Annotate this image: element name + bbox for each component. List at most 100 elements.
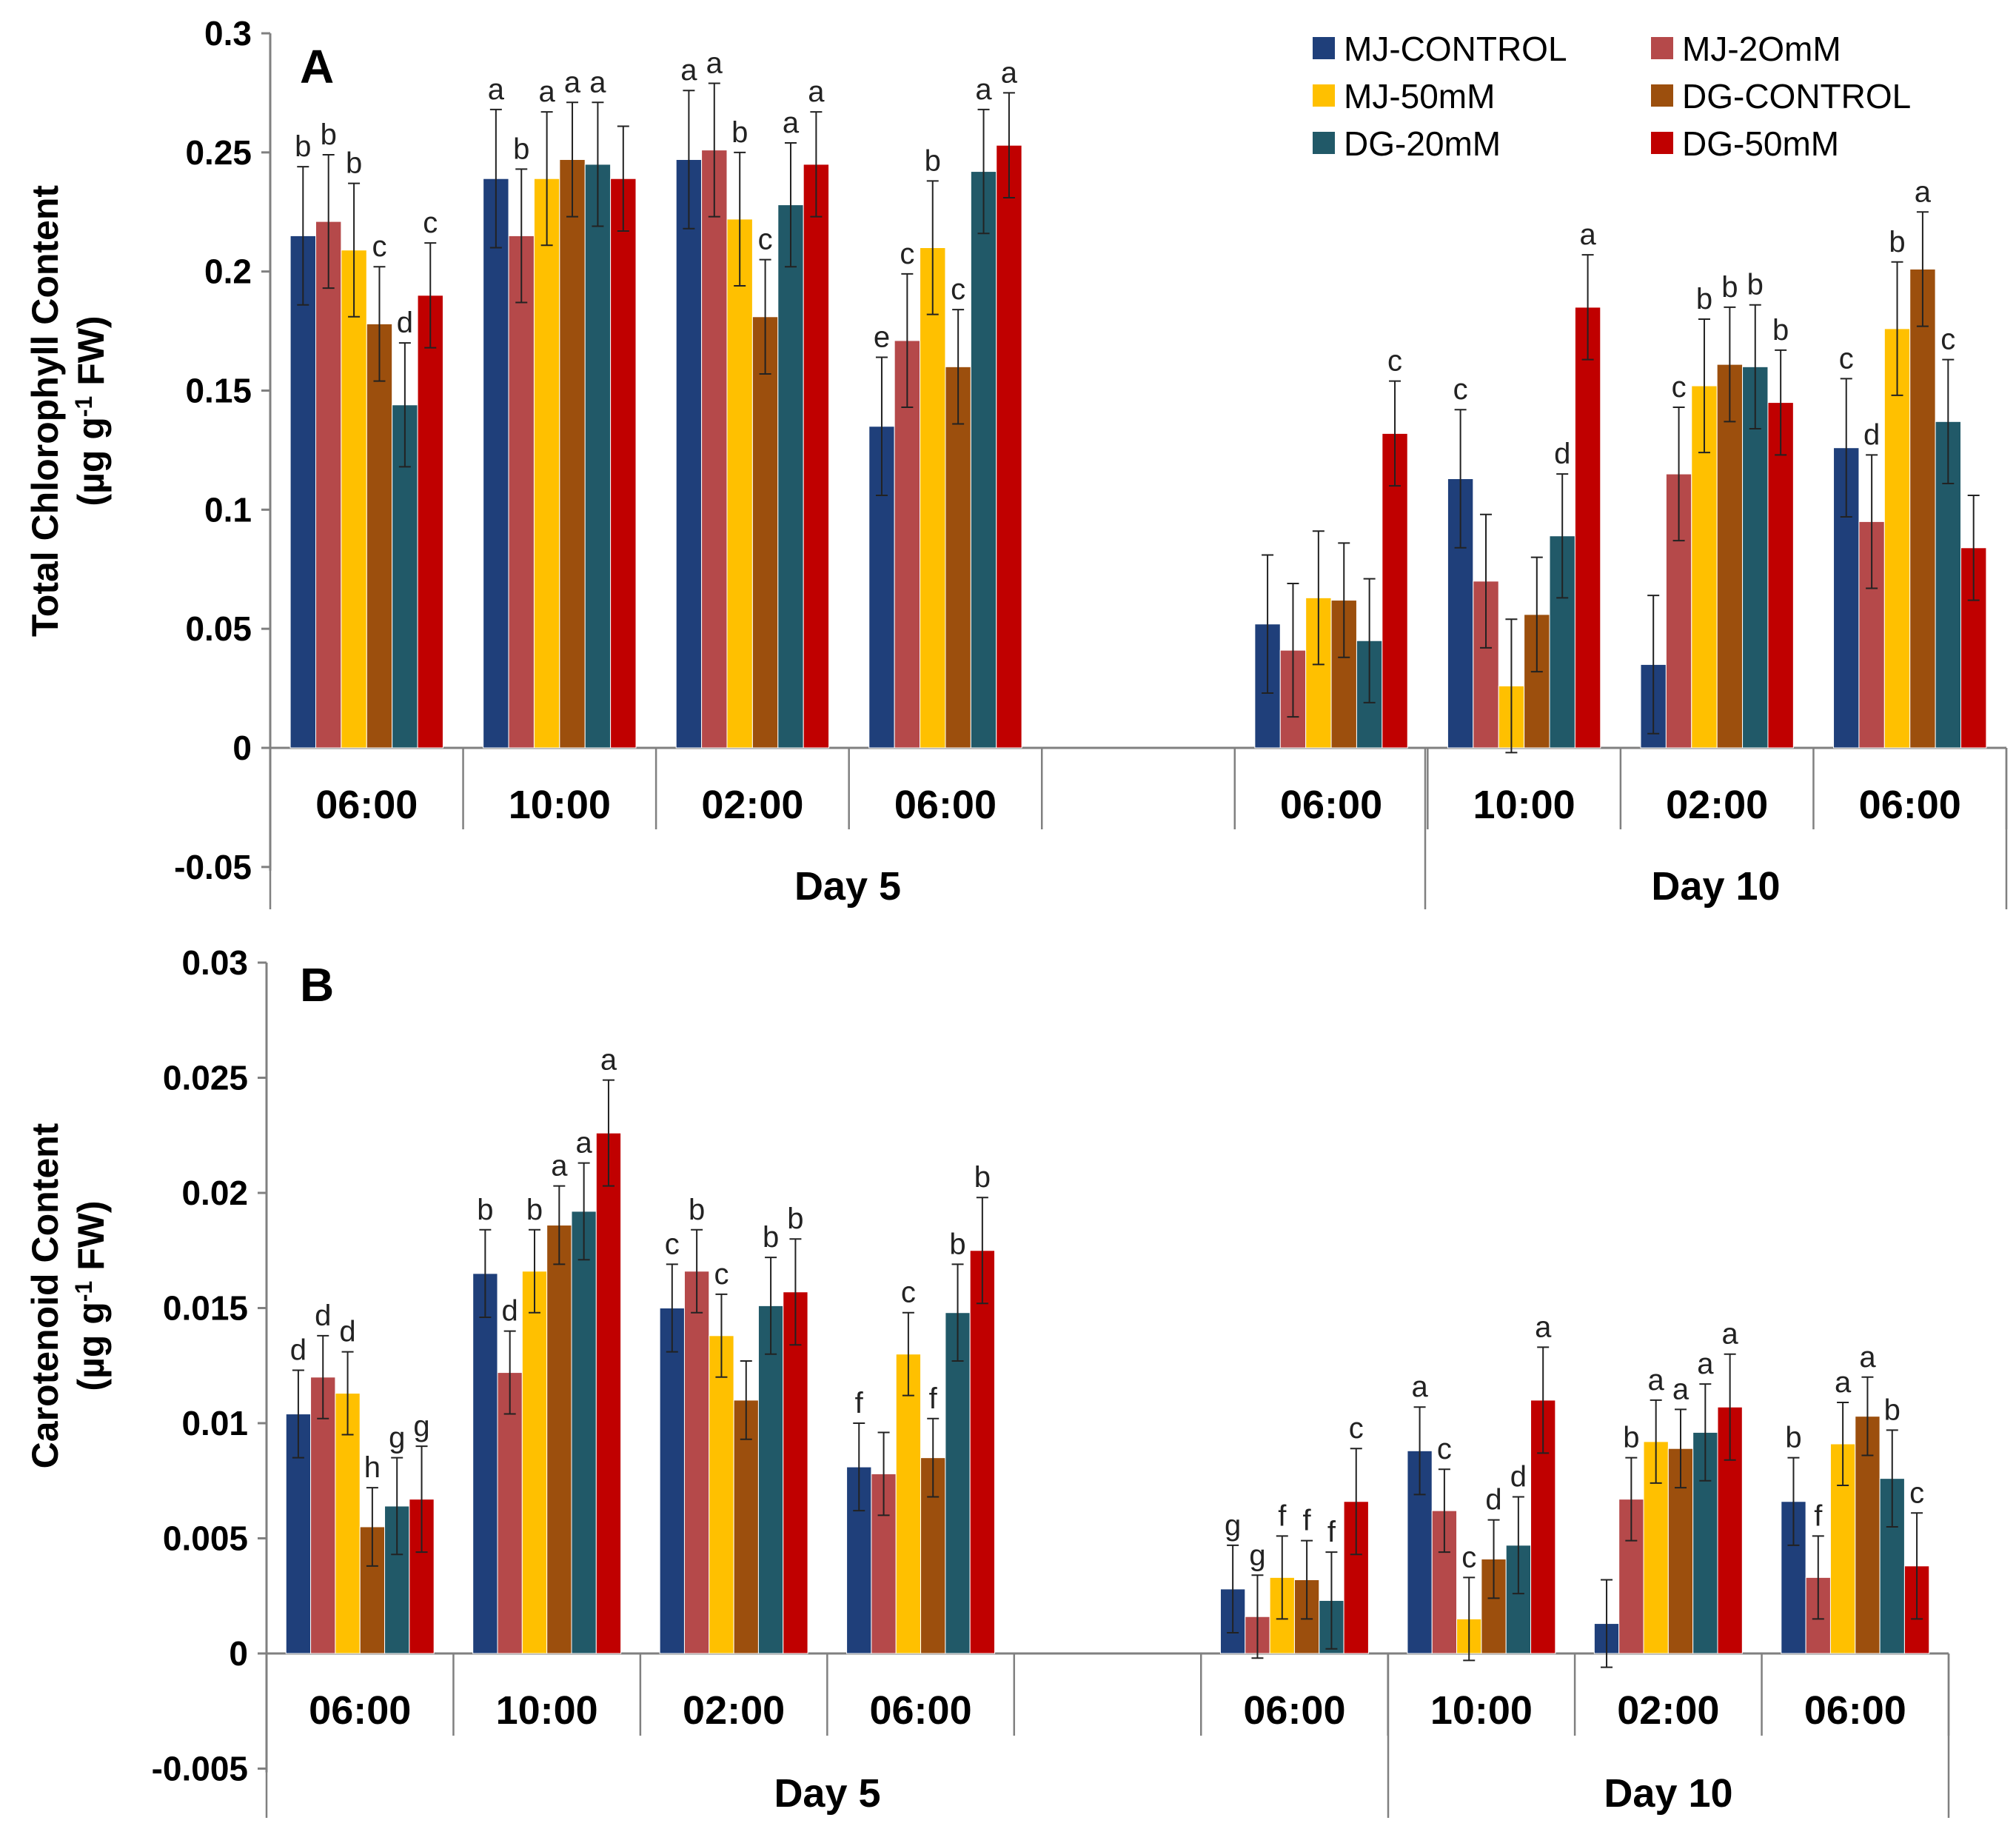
- y-tick-label: 0.025: [163, 1059, 248, 1097]
- legend-item-dg-50mm: DG-50mM: [1651, 124, 1839, 163]
- significance-letter: a: [1915, 175, 1932, 208]
- bar-dg-control: [546, 1225, 572, 1654]
- y-tick-label: 0: [232, 729, 252, 767]
- significance-letter: e: [874, 321, 890, 353]
- bar-dg-50mm: [969, 1250, 996, 1654]
- y-tick-label: 0.15: [185, 372, 252, 410]
- significance-letter: a: [1001, 56, 1018, 89]
- significance-letter: a: [975, 73, 992, 106]
- significance-letter: a: [551, 1150, 568, 1183]
- x-group-label: Day 10: [1604, 1771, 1732, 1816]
- y-tick-label: 0.3: [204, 14, 252, 53]
- significance-letter: a: [1648, 1364, 1665, 1397]
- significance-letter: b: [526, 1194, 543, 1226]
- bar-dg-control: [366, 323, 393, 749]
- significance-letter: d: [1554, 438, 1570, 470]
- x-group-label: Day 5: [774, 1771, 880, 1816]
- significance-letter: d: [502, 1295, 518, 1328]
- bar-dg-control: [751, 316, 779, 749]
- legend-swatch-dg-50mm: [1651, 132, 1673, 154]
- panel-b-label: B: [300, 958, 334, 1011]
- x-category-label: 06:00: [894, 783, 997, 827]
- significance-letter: a: [1697, 1348, 1714, 1380]
- y-tick-label: 0.05: [185, 609, 252, 648]
- bar-dg-20mm: [571, 1211, 597, 1654]
- legend-item-mj-20mm: MJ-2OmM: [1651, 30, 1841, 68]
- x-category-label: 06:00: [309, 1688, 411, 1733]
- panel-b-ylabel-line1: Carotenoid Content: [24, 1123, 66, 1468]
- significance-letter: b: [321, 118, 337, 151]
- significance-letter: c: [372, 230, 386, 263]
- significance-letter: b: [295, 130, 311, 163]
- significance-letter: b: [949, 1228, 965, 1260]
- legend-item-dg-control: DG-CONTROL: [1651, 77, 1911, 116]
- bar-mj-2omm: [683, 1271, 710, 1654]
- significance-letter: c: [1909, 1476, 1924, 1509]
- x-category-label: 06:00: [1243, 1688, 1345, 1733]
- significance-letter: c: [1461, 1541, 1476, 1573]
- panel-a-label: A: [300, 40, 334, 93]
- bar-mj-2omm: [315, 221, 342, 749]
- significance-letter: a: [1859, 1341, 1876, 1374]
- significance-letter: a: [564, 66, 581, 98]
- significance-letter: b: [1721, 271, 1738, 304]
- bar-mj-control: [483, 178, 509, 749]
- significance-letter: f: [1303, 1505, 1312, 1537]
- significance-letter: b: [731, 116, 748, 149]
- significance-letter: a: [1722, 1318, 1739, 1351]
- bar-mj-2omm: [894, 340, 921, 749]
- y-tick-label: 0.03: [181, 943, 248, 982]
- bar-dg-control: [1909, 268, 1936, 749]
- significance-letter: d: [339, 1316, 355, 1348]
- bar-mj-control: [659, 1308, 685, 1654]
- significance-letter: b: [1889, 226, 1905, 258]
- significance-letter: a: [600, 1044, 617, 1077]
- significance-letter: a: [706, 47, 723, 80]
- panel-a-chart: A Total Chlorophyll Content (µg g-1 FW) …: [24, 14, 2008, 909]
- legend-label-mj-50mm: MJ-50mM: [1344, 77, 1495, 116]
- significance-letter: d: [1510, 1461, 1527, 1494]
- significance-letter: a: [680, 54, 697, 87]
- y-tick-label: 0: [229, 1634, 248, 1673]
- bar-mj-control: [289, 235, 316, 749]
- significance-letter: c: [951, 273, 965, 306]
- x-category-label: 06:00: [315, 783, 418, 827]
- significance-letter: b: [787, 1203, 803, 1235]
- legend-item-dg-20mm: DG-20mM: [1313, 124, 1501, 163]
- significance-letter: b: [974, 1161, 991, 1194]
- y-tick-label: 0.015: [163, 1289, 248, 1328]
- bar-dg-50mm: [1767, 402, 1794, 749]
- y-tick-label: 0.25: [185, 133, 252, 172]
- significance-letter: c: [1387, 345, 1402, 378]
- legend-swatch-dg-control: [1651, 84, 1673, 107]
- significance-letter: d: [1863, 418, 1880, 451]
- significance-letter: f: [1278, 1499, 1287, 1532]
- legend-swatch-mj-20mm: [1651, 37, 1673, 59]
- bar-dg-50mm: [996, 144, 1022, 749]
- significance-letter: f: [1814, 1499, 1823, 1532]
- bar-dg-50mm: [803, 164, 830, 749]
- significance-letter: a: [1535, 1311, 1552, 1343]
- significance-letter: c: [900, 238, 914, 270]
- significance-letter: d: [397, 307, 413, 339]
- x-category-label: 02:00: [701, 783, 803, 827]
- significance-letter: d: [1485, 1484, 1501, 1516]
- panel-a-ylabel-line2: (µg g-1 FW): [70, 315, 112, 506]
- legend-swatch-mj-50mm: [1313, 84, 1335, 107]
- bar-dg-50mm: [595, 1132, 622, 1654]
- significance-letter: b: [346, 147, 362, 180]
- bar-dg-control: [1716, 364, 1744, 749]
- significance-letter: a: [1579, 218, 1596, 251]
- significance-letter: f: [929, 1382, 938, 1415]
- bar-mj-control: [675, 158, 703, 749]
- bar-dg-20mm: [584, 164, 612, 749]
- x-category-label: 02:00: [1617, 1688, 1719, 1733]
- legend-swatch-mj-control: [1313, 37, 1335, 59]
- bar-dg-50mm: [417, 295, 443, 749]
- significance-letter: c: [714, 1258, 729, 1291]
- bar-mj-control: [472, 1273, 498, 1654]
- significance-letter: g: [389, 1422, 405, 1454]
- bar-mj-50mm: [726, 218, 753, 749]
- significance-letter: c: [1839, 342, 1854, 375]
